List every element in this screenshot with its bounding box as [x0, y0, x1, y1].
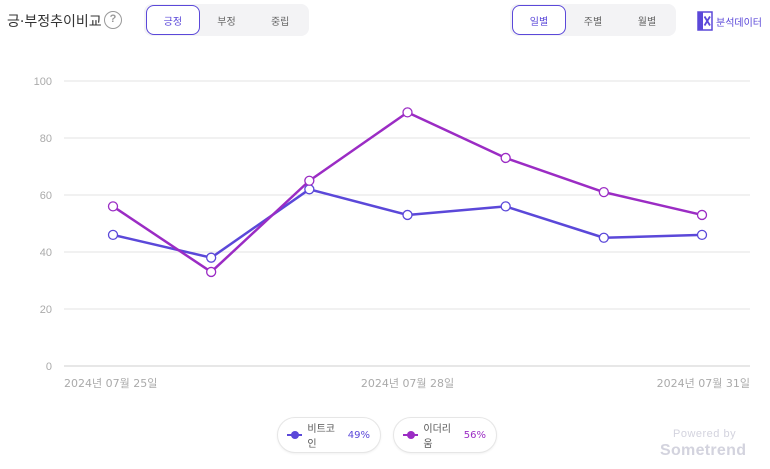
legend-item-bitcoin[interactable]: 비트코인 49%: [277, 417, 381, 453]
gridlines: [64, 80, 750, 367]
x-axis: 2024년 07월 25일 2024년 07월 28일 2024년 07월 31일: [64, 376, 750, 390]
data-point-series-1[interactable]: [402, 209, 413, 221]
series-lines: [112, 111, 703, 274]
series-line-2: [112, 111, 703, 274]
period-tabs: 일별 주별 월별: [510, 4, 676, 36]
data-point-series-1[interactable]: [500, 201, 511, 212]
data-point-series-1[interactable]: [598, 232, 609, 243]
data-point-series-1[interactable]: [206, 252, 217, 263]
data-point-series-2[interactable]: [402, 107, 413, 118]
sentiment-tabs: 긍정 부정 중립: [144, 4, 309, 36]
x-tick-label: 2024년 07월 28일: [361, 376, 454, 390]
x-tick-label: 2024년 07월 31일: [657, 376, 750, 390]
brand-logo: Sometrend: [660, 442, 747, 459]
data-point-series-2[interactable]: [696, 209, 708, 221]
legend-item-ethereum[interactable]: 이더리움 56%: [393, 417, 497, 453]
legend-share: 49%: [347, 429, 370, 441]
data-point-series-1[interactable]: [696, 229, 708, 241]
tab-neutral[interactable]: 중립: [270, 16, 290, 28]
powered-by-text: Powered by: [673, 428, 737, 440]
tab-weekly[interactable]: 주별: [583, 16, 603, 28]
series-points: [107, 107, 708, 278]
data-point-series-2[interactable]: [206, 266, 217, 278]
legend-swatch: [287, 431, 303, 439]
download-data-button[interactable]: 분석데이터: [697, 10, 762, 32]
y-tick-label: 0: [46, 361, 52, 373]
tab-daily[interactable]: 일별: [512, 5, 566, 35]
tab-negative[interactable]: 부정: [217, 16, 236, 28]
series-line-1: [112, 188, 703, 259]
download-label: 분석데이터: [716, 17, 762, 29]
y-tick-label: 40: [40, 247, 52, 259]
y-tick-label: 20: [40, 304, 52, 316]
legend-label: 비트코인: [307, 424, 335, 450]
x-tick-label: 2024년 07월 25일: [64, 376, 157, 390]
data-point-series-2[interactable]: [598, 186, 609, 198]
data-point-series-2[interactable]: [500, 152, 511, 164]
data-point-series-1[interactable]: [304, 184, 315, 195]
legend-share: 56%: [463, 429, 486, 441]
data-point-series-2[interactable]: [107, 201, 119, 212]
y-tick-label: 80: [40, 133, 52, 145]
data-point-series-1[interactable]: [107, 229, 119, 241]
help-icon[interactable]: ?: [104, 11, 122, 29]
tab-positive[interactable]: 긍정: [146, 5, 200, 35]
tab-monthly[interactable]: 월별: [637, 16, 657, 28]
chart-header: 긍·부정추이비교 ? 긍정 부정 중립 일별 주별 월별 분석데이터: [0, 0, 770, 40]
y-axis: 0 20 40 60 80 100: [34, 76, 52, 373]
y-tick-label: 60: [40, 190, 52, 202]
chart-title: 긍·부정추이비교: [7, 14, 102, 30]
legend-swatch: [403, 431, 419, 439]
y-tick-label: 100: [34, 76, 52, 88]
excel-icon: [697, 11, 713, 31]
legend-label: 이더리움: [423, 424, 451, 450]
data-point-series-2[interactable]: [304, 175, 315, 186]
